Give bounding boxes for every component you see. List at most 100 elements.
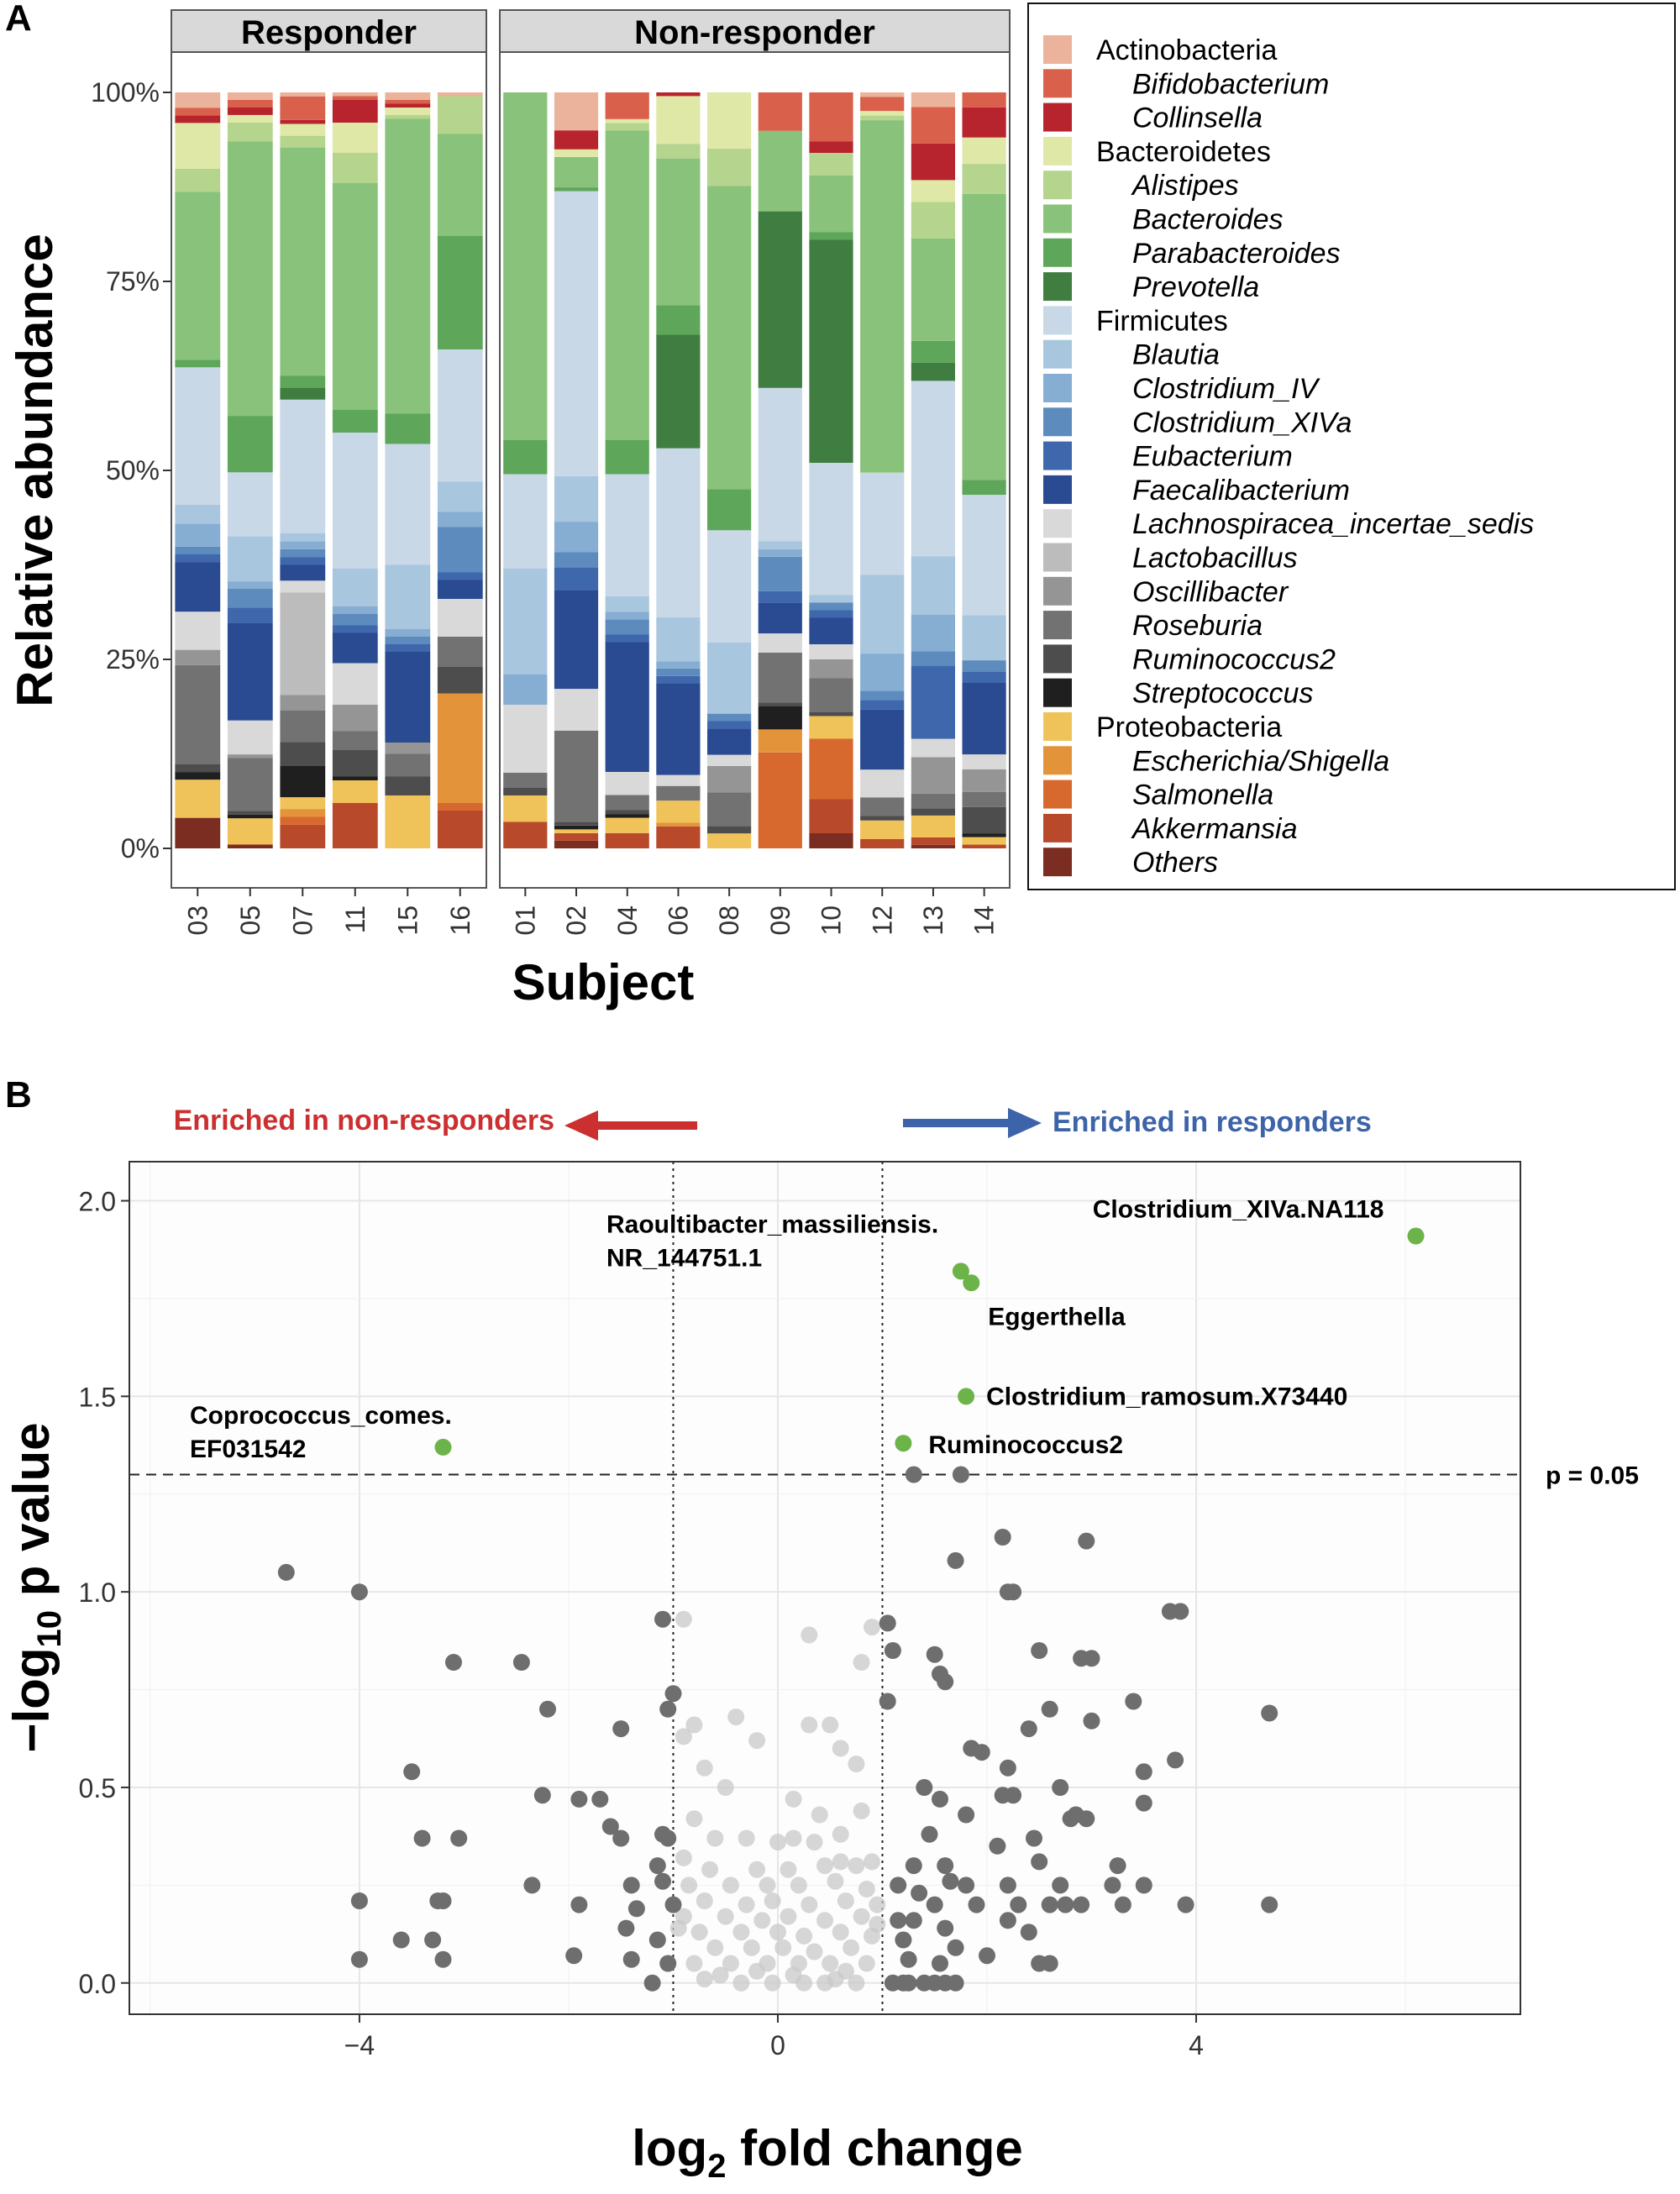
nonsignificant-point-light xyxy=(769,1924,786,1941)
legend-label-akkermansia: Akkermansia xyxy=(1131,813,1298,845)
nonsignificant-point xyxy=(512,1654,530,1671)
bar-segment-15-actinobacteria xyxy=(385,92,431,100)
facet-panel-non-responder xyxy=(499,51,1011,889)
nonsignificant-point-light xyxy=(864,1853,880,1871)
bar-segment-15-parabacteroides xyxy=(385,413,431,444)
bar-segment-12-eubacterium xyxy=(860,700,905,710)
bar-segment-14-eubacterium xyxy=(962,671,1006,683)
nonsignificant-point-light xyxy=(806,1834,823,1851)
nonsignificant-point xyxy=(570,1790,588,1808)
bar-segment-12-lachnospiracea-incertae-sedis xyxy=(860,769,905,798)
bar-segment-15-clostridium-iv xyxy=(385,629,431,637)
bar-segment-05-faecalibacterium xyxy=(227,622,273,721)
bar-segment-01-clostridium-iv xyxy=(503,674,548,705)
nonsignificant-point-light xyxy=(722,1955,739,1972)
bar-segment-12-firmicutes xyxy=(860,472,905,575)
nonsignificant-point xyxy=(350,1583,368,1601)
x-tick-label-06: 06 xyxy=(663,905,693,936)
x-tick-label-08: 08 xyxy=(714,905,744,936)
nonsignificant-point-light xyxy=(822,1716,839,1734)
legend-label-proteobacteria: Proteobacteria xyxy=(1096,711,1282,743)
bar-segment-10-akkermansia xyxy=(809,799,853,833)
significant-point-coprococcus-comes-ef031542 xyxy=(434,1438,452,1456)
bar-segment-15-oscillibacter xyxy=(385,743,431,754)
legend: ActinobacteriaBifidobacteriumCollinsella… xyxy=(1027,3,1676,890)
bar-segment-03-lachnospiracea-incertae-sedis xyxy=(175,611,221,650)
legend-swatch-ruminococcus2 xyxy=(1043,644,1072,674)
nonsignificant-point xyxy=(664,1896,682,1913)
bar-segment-02-streptococcus xyxy=(554,825,599,830)
y-tick-label: 2.0 xyxy=(79,1187,116,1217)
legend-swatch-akkermansia xyxy=(1043,813,1072,842)
enriched-non-responders-label: Enriched in non-responders xyxy=(174,1105,554,1136)
bar-segment-12-actinobacteria xyxy=(860,92,905,97)
bar-segment-09-firmicutes xyxy=(758,387,802,542)
bar-segment-07-lactobacillus xyxy=(280,592,326,695)
bar-segment-11-bacteroides xyxy=(332,183,378,410)
x-tick-label-12: 12 xyxy=(867,905,897,936)
bar-segment-14-proteobacteria xyxy=(962,837,1006,845)
nonsignificant-point xyxy=(1031,1853,1048,1871)
nonsignificant-point-light xyxy=(816,1912,833,1929)
bar-segment-12-akkermansia xyxy=(860,839,905,848)
nonsignificant-point xyxy=(879,1693,896,1710)
bar-segment-12-bacteroides xyxy=(860,120,905,473)
bar-segment-06-akkermansia xyxy=(656,826,701,848)
bar-segment-07-proteobacteria xyxy=(280,797,326,810)
nonsignificant-point xyxy=(890,1876,907,1894)
nonsignificant-point-light xyxy=(717,1779,734,1796)
bar-segment-04-eubacterium xyxy=(605,634,649,643)
bar-segment-15-eubacterium xyxy=(385,644,431,652)
legend-label-streptococcus: Streptococcus xyxy=(1132,678,1313,710)
bar-segment-05-bacteroidetes xyxy=(227,114,273,123)
nonsignificant-point xyxy=(932,1955,948,1972)
nonsignificant-point-light xyxy=(732,1924,750,1941)
bar-segment-03-eubacterium xyxy=(175,554,221,563)
nonsignificant-point xyxy=(921,1825,938,1843)
bar-segment-08-alistipes xyxy=(707,148,752,186)
bar-segment-07-escherichia-shigella xyxy=(280,809,326,817)
bar-segment-04-parabacteroides xyxy=(605,439,649,475)
nonsignificant-point xyxy=(900,1974,917,1992)
bar-segment-06-roseburia xyxy=(656,785,701,801)
bar-segment-04-blautia xyxy=(605,596,649,612)
bar-segment-06-firmicutes xyxy=(656,448,701,617)
nonsignificant-point xyxy=(350,1892,368,1909)
bar-segment-10-prevotella xyxy=(809,239,853,463)
x-tick-label-01: 01 xyxy=(510,905,540,936)
bar-segment-05-streptococcus xyxy=(227,814,273,819)
bar-segment-10-proteobacteria xyxy=(809,716,853,739)
bar-segment-11-parabacteroides xyxy=(332,410,378,433)
bar-segment-11-blautia xyxy=(332,569,378,606)
bar-segment-09-faecalibacterium xyxy=(758,602,802,634)
nonsignificant-point xyxy=(937,1919,954,1937)
facet-strip-non-responder xyxy=(499,9,1011,53)
nonsignificant-point-light xyxy=(780,1861,797,1878)
bar-segment-10-salmonella xyxy=(809,738,853,800)
nonsignificant-point xyxy=(968,1896,985,1913)
bar-segment-04-streptococcus xyxy=(605,814,649,818)
nonsignificant-point xyxy=(392,1931,410,1949)
legend-swatch-alistipes xyxy=(1043,171,1072,200)
nonsignificant-point xyxy=(905,1912,922,1929)
point-label-coprococcus-comes-ef031542-1: EF031542 xyxy=(190,1436,306,1463)
nonsignificant-point-light xyxy=(764,1974,781,1992)
bar-segment-14-firmicutes xyxy=(962,495,1006,616)
legend-swatch-blautia xyxy=(1043,339,1072,369)
bar-segment-13-lachnospiracea-incertae-sedis xyxy=(911,738,955,758)
x-axis-title-a: Subject xyxy=(512,954,695,1010)
nonsignificant-point-light xyxy=(743,1939,760,1956)
bar-segment-13-clostridium-xiva xyxy=(911,651,955,666)
bar-segment-09-clostridium-iv xyxy=(758,548,802,557)
nonsignificant-point-light xyxy=(785,1966,802,1984)
legend-swatch-salmonella xyxy=(1043,779,1072,809)
bar-segment-02-clostridium-iv xyxy=(554,522,599,553)
legend-label-actinobacteria: Actinobacteria xyxy=(1096,34,1278,66)
legend-swatch-roseburia xyxy=(1043,611,1072,640)
legend-label-roseburia: Roseburia xyxy=(1132,610,1263,642)
bar-segment-14-streptococcus xyxy=(962,833,1006,837)
bar-segment-10-ruminococcus2 xyxy=(809,712,853,716)
bar-segment-14-roseburia xyxy=(962,791,1006,807)
bar-segment-03-blautia xyxy=(175,504,221,524)
bar-segment-16-eubacterium xyxy=(437,572,483,580)
